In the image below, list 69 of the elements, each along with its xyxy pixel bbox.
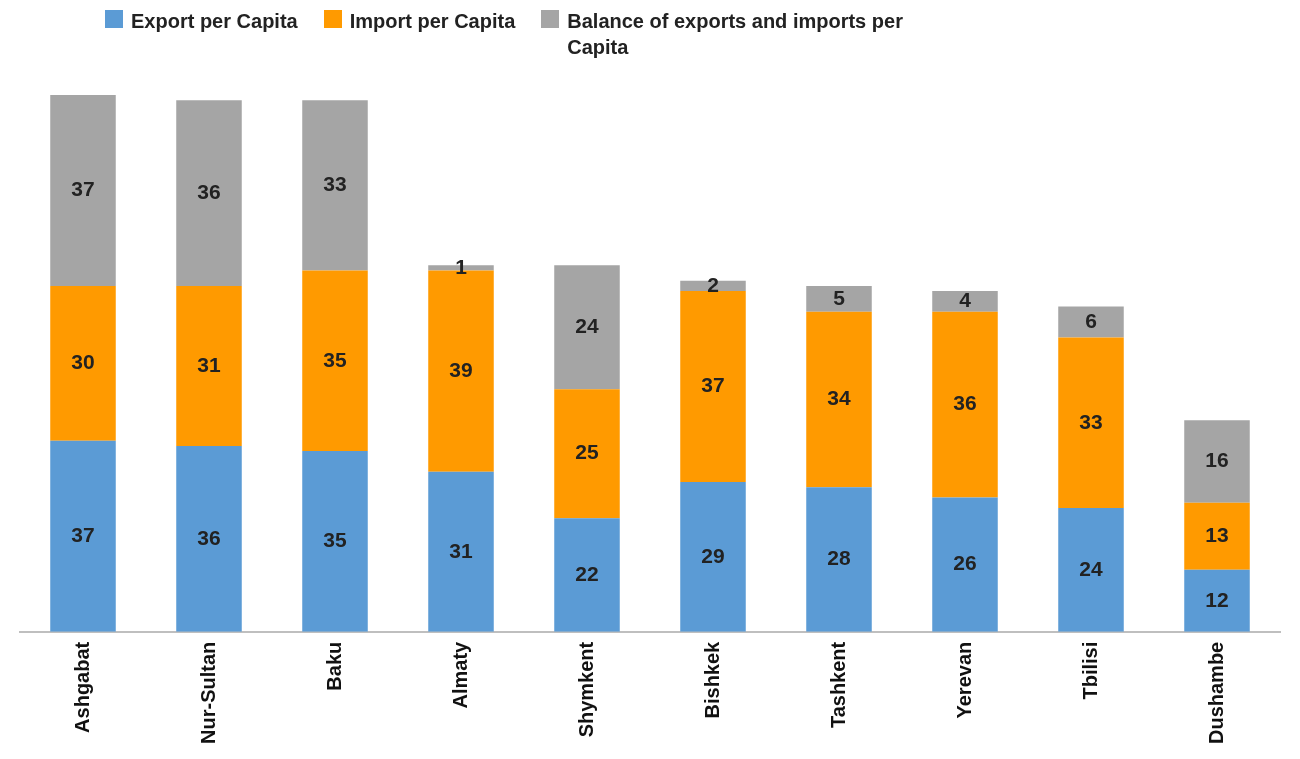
bar	[1184, 569, 1250, 632]
bar	[680, 482, 746, 632]
data-label: 24	[575, 314, 599, 338]
x-tick-label: Almaty	[448, 640, 471, 709]
bar	[1058, 337, 1124, 508]
bar	[554, 265, 620, 390]
x-tick-label: Bishkek	[700, 640, 723, 719]
data-label: 2	[707, 272, 719, 296]
data-label: 36	[197, 179, 221, 203]
bar	[554, 389, 620, 519]
bar	[302, 270, 368, 452]
bar	[176, 445, 242, 632]
x-tick-label: Baku	[322, 641, 345, 691]
x-tick-label: Nur-Sultan	[196, 641, 219, 744]
bar	[1058, 306, 1124, 338]
x-tick-label: Dushambe	[1204, 641, 1227, 744]
legend-label: Balance of exports and imports per Capita	[567, 9, 904, 60]
bar	[1058, 507, 1124, 632]
bar	[176, 100, 242, 286]
bar	[806, 487, 872, 632]
bar	[1184, 420, 1250, 503]
data-label: 39	[449, 357, 473, 381]
data-label: 29	[701, 543, 725, 567]
bar	[806, 311, 872, 488]
x-tick-label: Tbilisi	[1078, 641, 1101, 700]
data-label: 28	[827, 546, 851, 570]
bar	[428, 471, 494, 632]
x-tick-label: Shymkent	[574, 641, 597, 738]
data-label: 6	[1085, 308, 1097, 332]
data-label: 35	[323, 347, 347, 371]
data-label: 12	[1205, 587, 1229, 611]
bar	[806, 285, 872, 312]
data-label: 34	[827, 386, 851, 410]
legend-label: Export per Capita	[131, 9, 298, 34]
data-label: 37	[71, 523, 95, 547]
bar	[50, 95, 116, 286]
x-tick-label: Yerevan	[952, 641, 975, 719]
bar	[50, 285, 116, 441]
bar	[50, 440, 116, 632]
x-tick-label: Tashkent	[826, 641, 849, 729]
data-label: 31	[449, 538, 473, 562]
bar	[554, 518, 620, 632]
bar	[932, 497, 998, 632]
data-label: 37	[71, 177, 95, 201]
data-label: 36	[197, 525, 221, 549]
data-label: 26	[953, 551, 977, 575]
bar	[932, 311, 998, 498]
data-label: 37	[701, 373, 725, 397]
bar	[680, 291, 746, 483]
legend-label: Import per Capita	[349, 9, 516, 34]
x-tick-label: Ashgabat	[70, 641, 93, 733]
data-label: 16	[1205, 448, 1229, 472]
data-label: 4	[959, 288, 972, 312]
data-label: 13	[1205, 523, 1229, 547]
data-label: 22	[575, 561, 599, 585]
data-label: 25	[575, 440, 599, 464]
data-label: 31	[197, 352, 221, 376]
data-label: 5	[833, 285, 846, 309]
bar	[932, 291, 998, 312]
bar	[1184, 502, 1250, 570]
data-label: 35	[323, 528, 347, 552]
data-label: 33	[323, 172, 347, 196]
data-label: 30	[71, 350, 95, 374]
bar	[176, 285, 242, 446]
bar	[302, 451, 368, 632]
data-label: 33	[1079, 409, 1103, 433]
data-label: 24	[1079, 556, 1103, 580]
data-label: 36	[953, 391, 977, 415]
bar	[302, 100, 368, 271]
